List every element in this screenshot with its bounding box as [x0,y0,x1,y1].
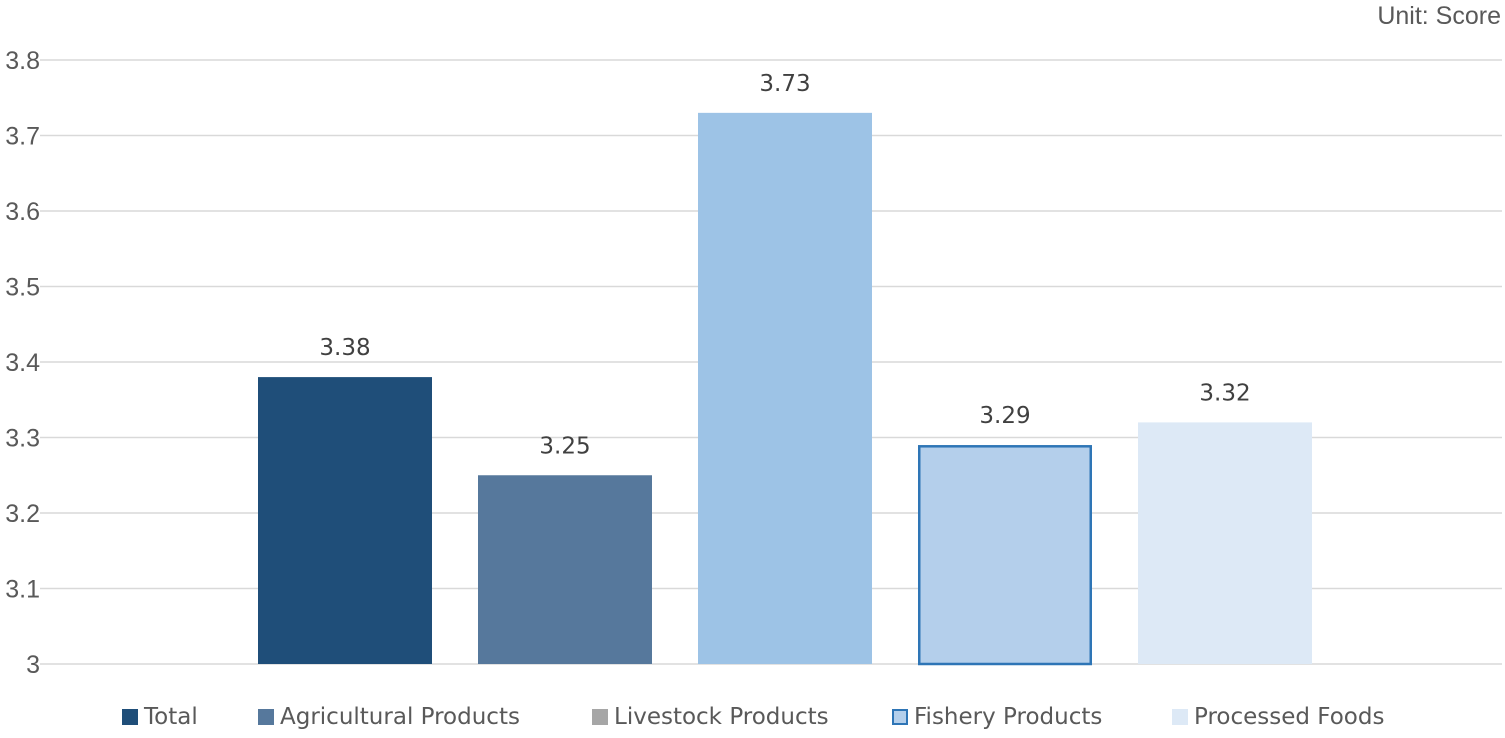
bar-processed-foods [1138,422,1312,664]
legend-label: Livestock Products [614,704,829,730]
y-axis-ticks: 3 3.1 3.2 3.3 3.4 3.5 3.6 3.7 3.8 [5,47,40,679]
legend-label: Processed Foods [1194,704,1385,730]
legend-item-total: Total [122,704,198,730]
bar-fishery-products [918,445,1092,666]
bar-livestock-products [698,112,872,665]
data-labels: 3.38 3.25 3.73 3.29 3.32 [319,71,1250,459]
legend-swatch-fishery [892,709,908,725]
y-tick-label: 3.5 [5,274,40,302]
y-tick-label: 3.6 [5,198,40,226]
legend-swatch-agricultural [258,709,274,725]
data-label: 3.38 [319,335,370,361]
legend-swatch-livestock [592,709,608,725]
y-tick-label: 3.4 [5,349,40,377]
data-label: 3.32 [1199,380,1250,406]
bar-agricultural-products [478,475,652,664]
y-tick-label: 3.8 [5,47,40,75]
legend-item-fishery: Fishery Products [892,704,1102,730]
legend-item-livestock: Livestock Products [592,704,829,730]
legend-item-agricultural: Agricultural Products [258,704,520,730]
legend-swatch-total [122,709,138,725]
bars [258,112,1312,666]
legend-item-processed: Processed Foods [1172,704,1384,730]
y-tick-label: 3.2 [5,500,40,528]
y-tick-label: 3.1 [5,576,40,604]
data-label: 3.73 [759,71,810,97]
legend: Total Agricultural Products Livestock Pr… [0,704,1505,738]
unit-label: Unit: Score [1377,2,1501,30]
legend-label: Agricultural Products [280,704,520,730]
y-tick-label: 3.3 [5,425,40,453]
legend-label: Fishery Products [914,704,1103,730]
data-label: 3.25 [539,433,590,459]
bar-total [258,377,432,664]
y-tick-label: 3.7 [5,123,40,151]
bar-chart: 33.13.23.33.43.53.63.73.8 3.383.253.733.… [5,47,1502,679]
y-tick-label: 3 [26,651,40,679]
legend-label: Total [144,704,198,730]
legend-swatch-processed [1172,709,1188,725]
data-label: 3.29 [979,403,1030,429]
